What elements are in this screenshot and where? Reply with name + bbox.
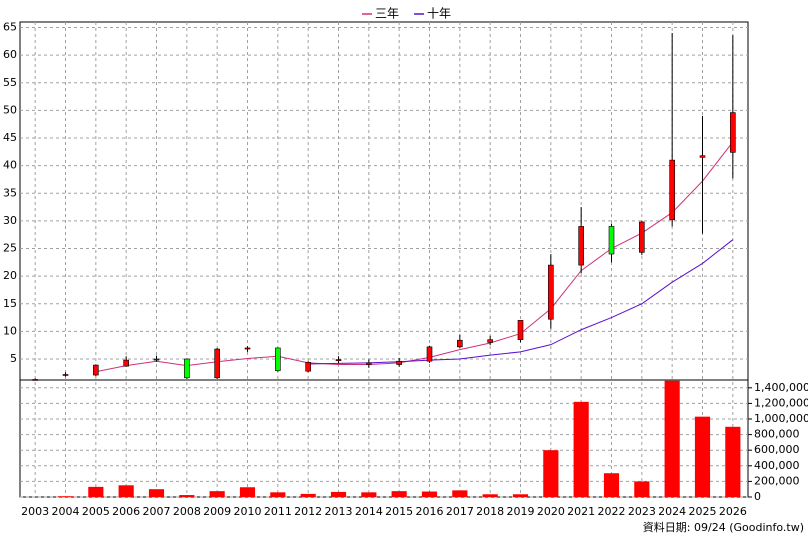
volume-bar xyxy=(603,473,620,497)
candle-body xyxy=(93,364,99,376)
volume-bar xyxy=(482,494,498,497)
y-tick-label: 5 xyxy=(10,352,17,365)
volume-bar xyxy=(118,485,134,497)
x-tick-label: 2024 xyxy=(658,505,686,518)
ma-line xyxy=(308,239,734,365)
volume-bar xyxy=(57,496,74,497)
y2-tick-label: 600,000 xyxy=(754,443,800,456)
legend-label: 十年 xyxy=(427,7,451,21)
candle-body xyxy=(244,347,251,350)
candle-body xyxy=(123,359,129,367)
candle-body xyxy=(699,155,706,158)
y-tick-label: 25 xyxy=(3,242,17,255)
x-tick-label: 2009 xyxy=(203,505,231,518)
x-tick-label: 2013 xyxy=(325,505,353,518)
volume-bar xyxy=(421,491,438,497)
source-note: 資料日期: 09/24 (Goodinfo.tw) xyxy=(643,520,804,534)
x-tick-label: 2021 xyxy=(567,505,595,518)
volume-bar xyxy=(573,401,589,497)
y-tick-label: 60 xyxy=(3,48,17,61)
x-tick-label: 2011 xyxy=(264,505,292,518)
x-tick-label: 2007 xyxy=(143,505,171,518)
x-tick-label: 2008 xyxy=(173,505,201,518)
plot-frame xyxy=(19,21,749,498)
candle-body xyxy=(578,226,584,266)
candle-body xyxy=(184,358,190,379)
candle-body xyxy=(366,362,372,365)
y-tick-label: 65 xyxy=(3,21,17,34)
candle-body xyxy=(457,339,463,348)
volume-bar xyxy=(239,487,256,497)
y-tick-label: 15 xyxy=(3,297,17,310)
volume-bar xyxy=(452,490,468,497)
x-tick-label: 2005 xyxy=(82,505,110,518)
y-tick-label: 45 xyxy=(3,131,17,144)
volume-bar xyxy=(209,491,225,497)
y-tick-label: 10 xyxy=(3,324,17,337)
y2-tick-label: 800,000 xyxy=(754,428,800,441)
x-tick-label: 2010 xyxy=(234,505,262,518)
volume-bar xyxy=(148,489,165,497)
volume-bar xyxy=(179,495,195,497)
x-tick-label: 2018 xyxy=(476,505,504,518)
y2-tick-label: 400,000 xyxy=(754,459,800,472)
x-tick-label: 2019 xyxy=(507,505,535,518)
candle-body xyxy=(730,112,736,153)
volume-bar xyxy=(664,380,680,497)
volume-bar xyxy=(88,486,104,497)
y-tick-label: 50 xyxy=(3,103,17,116)
x-tick-label: 2026 xyxy=(719,505,747,518)
candle-body xyxy=(639,221,645,253)
volume-bar xyxy=(694,416,711,497)
volume-bar xyxy=(391,491,407,497)
x-tick-label: 2004 xyxy=(52,505,80,518)
candle-body xyxy=(487,339,493,343)
candle-body xyxy=(275,347,281,371)
volume-bar xyxy=(725,426,741,497)
candle-body xyxy=(548,264,554,320)
y-tick-label: 30 xyxy=(3,214,17,227)
candle-body xyxy=(214,348,220,379)
volume-bar xyxy=(543,450,559,497)
y2-tick-label: 1,400,000 xyxy=(754,381,808,394)
x-tick-label: 2012 xyxy=(294,505,322,518)
volume-bar xyxy=(634,481,650,497)
y-tick-label: 55 xyxy=(3,76,17,89)
candle-body xyxy=(305,362,311,372)
y2-tick-label: 200,000 xyxy=(754,474,800,487)
candle-body xyxy=(517,320,524,340)
x-tick-label: 2016 xyxy=(416,505,444,518)
x-tick-label: 2023 xyxy=(628,505,656,518)
x-tick-label: 2006 xyxy=(112,505,140,518)
candle-body xyxy=(153,358,160,361)
candle-body xyxy=(62,374,69,376)
candle-body xyxy=(426,346,433,362)
candle-body xyxy=(396,360,402,365)
candle-body xyxy=(608,226,615,255)
candle-body xyxy=(335,359,342,361)
volume-bar xyxy=(361,492,377,497)
legend-label: 三年 xyxy=(375,7,399,21)
x-tick-label: 2025 xyxy=(689,505,717,518)
x-tick-label: 2014 xyxy=(355,505,383,518)
y-tick-label: 40 xyxy=(3,159,17,172)
ma-line xyxy=(95,141,734,373)
volume-bar xyxy=(270,492,286,497)
volume-bar xyxy=(300,493,316,497)
candle-body xyxy=(669,159,675,221)
x-tick-label: 2015 xyxy=(385,505,413,518)
x-tick-label: 2020 xyxy=(537,505,565,518)
y-tick-label: 20 xyxy=(3,269,17,282)
volume-bar xyxy=(512,494,529,497)
x-tick-label: 2017 xyxy=(446,505,474,518)
y2-tick-label: 1,200,000 xyxy=(754,396,808,409)
y2-tick-label: 0 xyxy=(754,490,761,503)
x-tick-label: 2022 xyxy=(598,505,626,518)
y2-tick-label: 1,000,000 xyxy=(754,412,808,425)
x-tick-label: 2003 xyxy=(21,505,49,518)
candle-body xyxy=(32,379,38,381)
y-tick-label: 35 xyxy=(3,186,17,199)
volume-bar xyxy=(330,491,347,497)
